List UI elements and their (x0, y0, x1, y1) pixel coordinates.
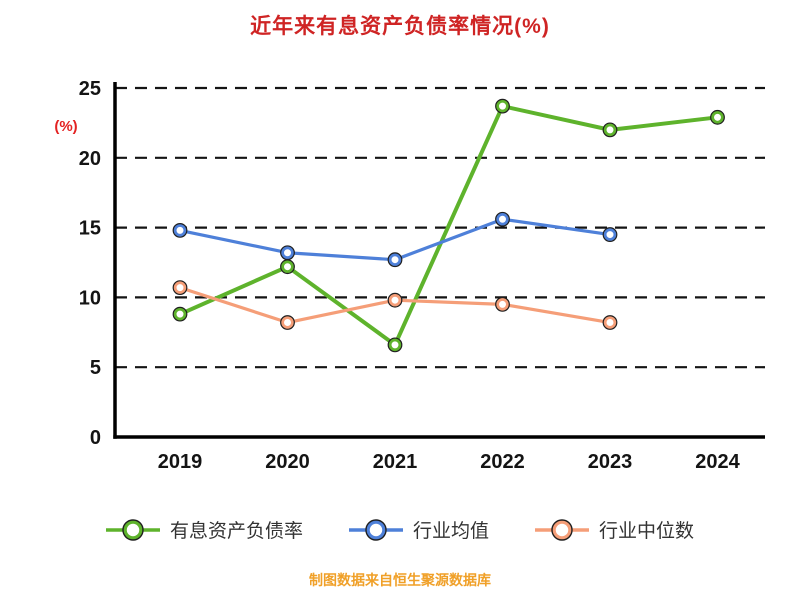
svg-text:15: 15 (79, 218, 101, 240)
legend-label: 有息资产负债率 (169, 521, 303, 542)
legend-marker-green-circle-icon (105, 518, 160, 541)
legend: 有息资产负债率 行业均值 行业中位数 (0, 516, 800, 543)
legend-item-series-1: 有息资产负债率 (105, 516, 303, 543)
legend-item-series-3: 行业中位数 (535, 516, 694, 543)
svg-text:2023: 2023 (588, 451, 633, 473)
svg-text:5: 5 (90, 357, 101, 379)
svg-text:2022: 2022 (480, 451, 525, 473)
svg-text:2024: 2024 (695, 451, 740, 473)
svg-text:2019: 2019 (158, 451, 203, 473)
chart-title: 近年来有息资产负债率情况(%) (250, 15, 550, 38)
svg-text:20: 20 (79, 148, 101, 170)
legend-label: 行业中位数 (599, 521, 695, 542)
svg-text:2021: 2021 (373, 451, 418, 473)
line-chart: 0 5 10 15 20 25 2019 2020 2021 2022 2023 2024 (79, 78, 765, 473)
legend-marker-orange-circle-icon (535, 518, 589, 541)
svg-text:10: 10 (79, 287, 101, 309)
svg-text:25: 25 (79, 78, 101, 100)
y-axis-label: (%) (54, 118, 78, 135)
svg-text:2020: 2020 (265, 451, 310, 473)
data-source-note: 制图数据来自恒生聚源数据库 (309, 572, 491, 588)
svg-text:0: 0 (90, 427, 101, 449)
legend-marker-blue-circle-icon (348, 518, 403, 541)
legend-label: 行业均值 (412, 521, 489, 542)
legend-item-series-2: 行业均值 (348, 516, 489, 543)
